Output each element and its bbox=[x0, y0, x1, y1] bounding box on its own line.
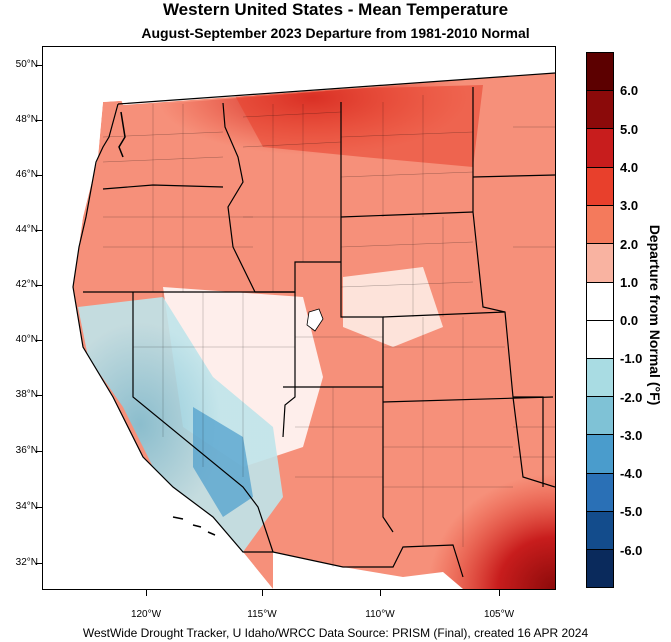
lon-tick bbox=[262, 590, 263, 596]
lat-label-36: 36°N bbox=[15, 445, 38, 456]
northern-warm-band bbox=[233, 85, 483, 167]
legend-label-0: 0.0 bbox=[620, 313, 639, 328]
lat-tick bbox=[36, 65, 42, 66]
lat-tick bbox=[36, 340, 42, 341]
legend-label-neg2: -2.0 bbox=[620, 390, 643, 405]
canada bbox=[103, 47, 555, 105]
map-title: Western United States - Mean Temperature bbox=[162, 0, 509, 19]
legend-label-neg3: -3.0 bbox=[620, 428, 643, 443]
legend-swatch bbox=[587, 91, 613, 129]
legend-label-neg1: -1.0 bbox=[620, 351, 643, 366]
legend-swatch bbox=[587, 244, 613, 283]
puget-sound bbox=[118, 111, 126, 158]
color-legend bbox=[586, 52, 614, 588]
lon-label-110: 110°W bbox=[365, 609, 395, 620]
lat-label-50: 50°N bbox=[15, 59, 38, 70]
legend-swatch bbox=[587, 129, 613, 168]
legend-label-4: 4.0 bbox=[620, 160, 639, 175]
lat-tick bbox=[36, 395, 42, 396]
lon-tick bbox=[499, 590, 500, 596]
neutral-zone-plains bbox=[343, 267, 443, 347]
legend-swatch bbox=[587, 550, 613, 587]
state-boundaries bbox=[72, 72, 555, 578]
mexico bbox=[273, 552, 463, 589]
map-frame bbox=[42, 46, 556, 590]
lon-tick bbox=[380, 590, 381, 596]
legend-label-neg5: -5.0 bbox=[620, 504, 643, 519]
lat-tick bbox=[36, 451, 42, 452]
legend-swatch bbox=[587, 168, 613, 206]
lat-label-44: 44°N bbox=[15, 224, 38, 235]
lon-label-115: 115°W bbox=[247, 609, 277, 620]
coldest-patch bbox=[193, 407, 253, 517]
lat-tick bbox=[36, 230, 42, 231]
lat-label-46: 46°N bbox=[15, 169, 38, 180]
lat-tick bbox=[36, 507, 42, 508]
temperature-map bbox=[43, 47, 555, 589]
legend-swatch bbox=[587, 435, 613, 474]
lat-label-34: 34°N bbox=[15, 501, 38, 512]
legend-swatch bbox=[587, 397, 613, 435]
map-subtitle: August-September 2023 Departure from 198… bbox=[141, 25, 530, 41]
lat-label-42: 42°N bbox=[15, 279, 38, 290]
legend-swatch bbox=[587, 512, 613, 550]
lat-tick bbox=[36, 175, 42, 176]
ocean bbox=[43, 47, 555, 589]
lon-label-120: 120°W bbox=[130, 609, 162, 620]
legend-label-3: 3.0 bbox=[620, 198, 639, 213]
lat-tick bbox=[36, 285, 42, 286]
great-salt-lake bbox=[306, 308, 324, 332]
legend-label-6: 6.0 bbox=[620, 83, 639, 98]
legend-swatch bbox=[587, 321, 613, 359]
county-lines bbox=[102, 95, 555, 567]
legend-label-1: 1.0 bbox=[620, 275, 639, 290]
data-source-credit: WestWide Drought Tracker, U Idaho/WRCC D… bbox=[82, 626, 589, 640]
southeast-hot-core bbox=[343, 397, 555, 589]
lat-label-48: 48°N bbox=[15, 114, 38, 125]
legend-swatch bbox=[587, 53, 613, 91]
lat-label-38: 38°N bbox=[15, 389, 38, 400]
legend-swatch bbox=[587, 359, 613, 397]
legend-swatch bbox=[587, 474, 613, 512]
legend-label-2: 2.0 bbox=[620, 237, 639, 252]
legend-swatch bbox=[587, 206, 613, 244]
lat-tick bbox=[36, 563, 42, 564]
legend-label-5: 5.0 bbox=[620, 122, 639, 137]
legend-label-neg6: -6.0 bbox=[620, 543, 643, 558]
lat-tick bbox=[36, 120, 42, 121]
legend-swatch bbox=[587, 283, 613, 321]
legend-label-neg4: -4.0 bbox=[620, 466, 643, 481]
lon-tick bbox=[146, 590, 147, 596]
legend-title: Departure from Normal (°F) bbox=[647, 224, 663, 406]
lon-label-105: 105°W bbox=[483, 609, 515, 620]
lat-label-32: 32°N bbox=[15, 557, 38, 568]
channel-islands bbox=[172, 516, 216, 536]
lat-label-40: 40°N bbox=[15, 334, 38, 345]
